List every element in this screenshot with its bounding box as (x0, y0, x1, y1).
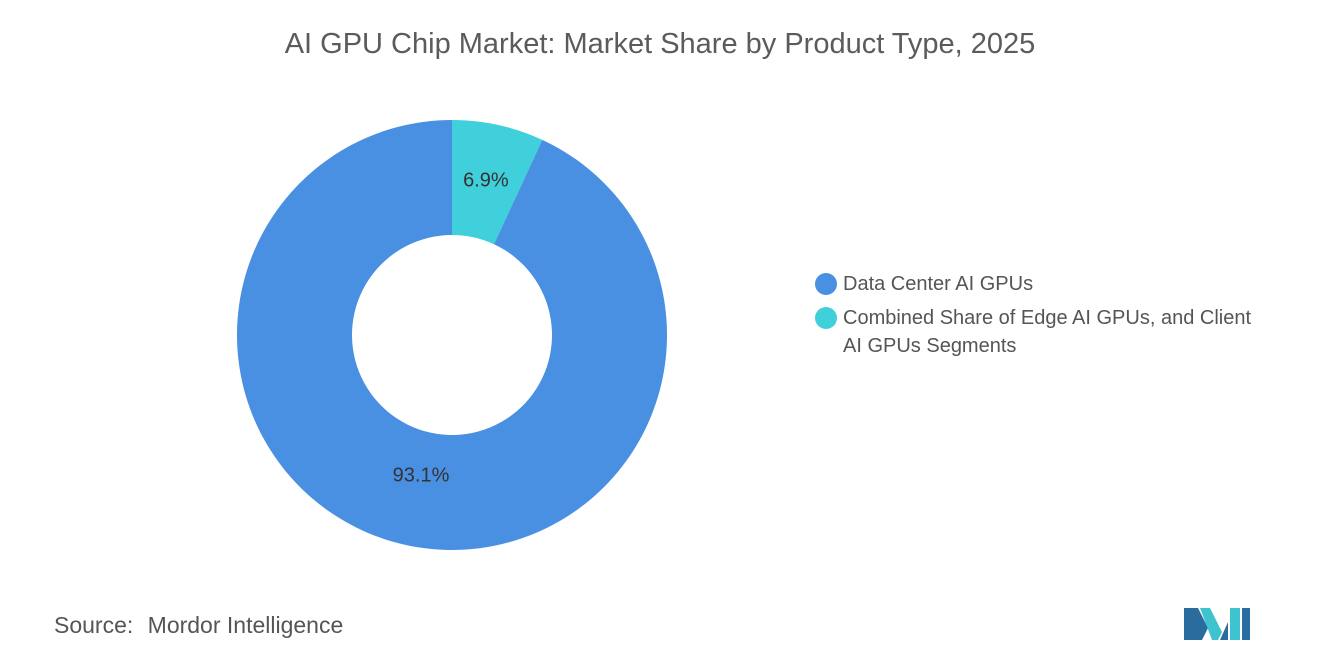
donut-slice-0 (452, 120, 543, 245)
source-label: Source: (54, 612, 134, 638)
logo-shape-5 (1242, 608, 1250, 640)
legend-label-combined: Combined Share of Edge AI GPUs, and Clie… (843, 307, 1252, 357)
legend-swatch-data-center (815, 273, 837, 295)
legend-swatch-combined (815, 307, 837, 329)
chart-legend: Data Center AI GPUs Combined Share of Ed… (815, 270, 1255, 366)
logo-shape-3 (1220, 622, 1228, 640)
logo-shape-1 (1184, 608, 1208, 640)
logo-shape-4 (1230, 608, 1240, 640)
legend-label-data-center: Data Center AI GPUs (843, 273, 1034, 295)
legend-item-combined: Combined Share of Edge AI GPUs, and Clie… (815, 304, 1255, 360)
mordor-intelligence-logo (1184, 608, 1250, 640)
donut-data-label-1: 93.1% (393, 464, 450, 486)
donut-data-label-0: 6.9% (463, 169, 509, 191)
legend-item-data-center: Data Center AI GPUs (815, 270, 1255, 298)
donut-slice-1 (236, 120, 667, 550)
source-value: Mordor Intelligence (147, 612, 344, 638)
source-note: Source: Mordor Intelligence (54, 612, 343, 639)
chart-title: AI GPU Chip Market: Market Share by Prod… (284, 28, 1036, 60)
logo-shape-2 (1200, 608, 1222, 640)
